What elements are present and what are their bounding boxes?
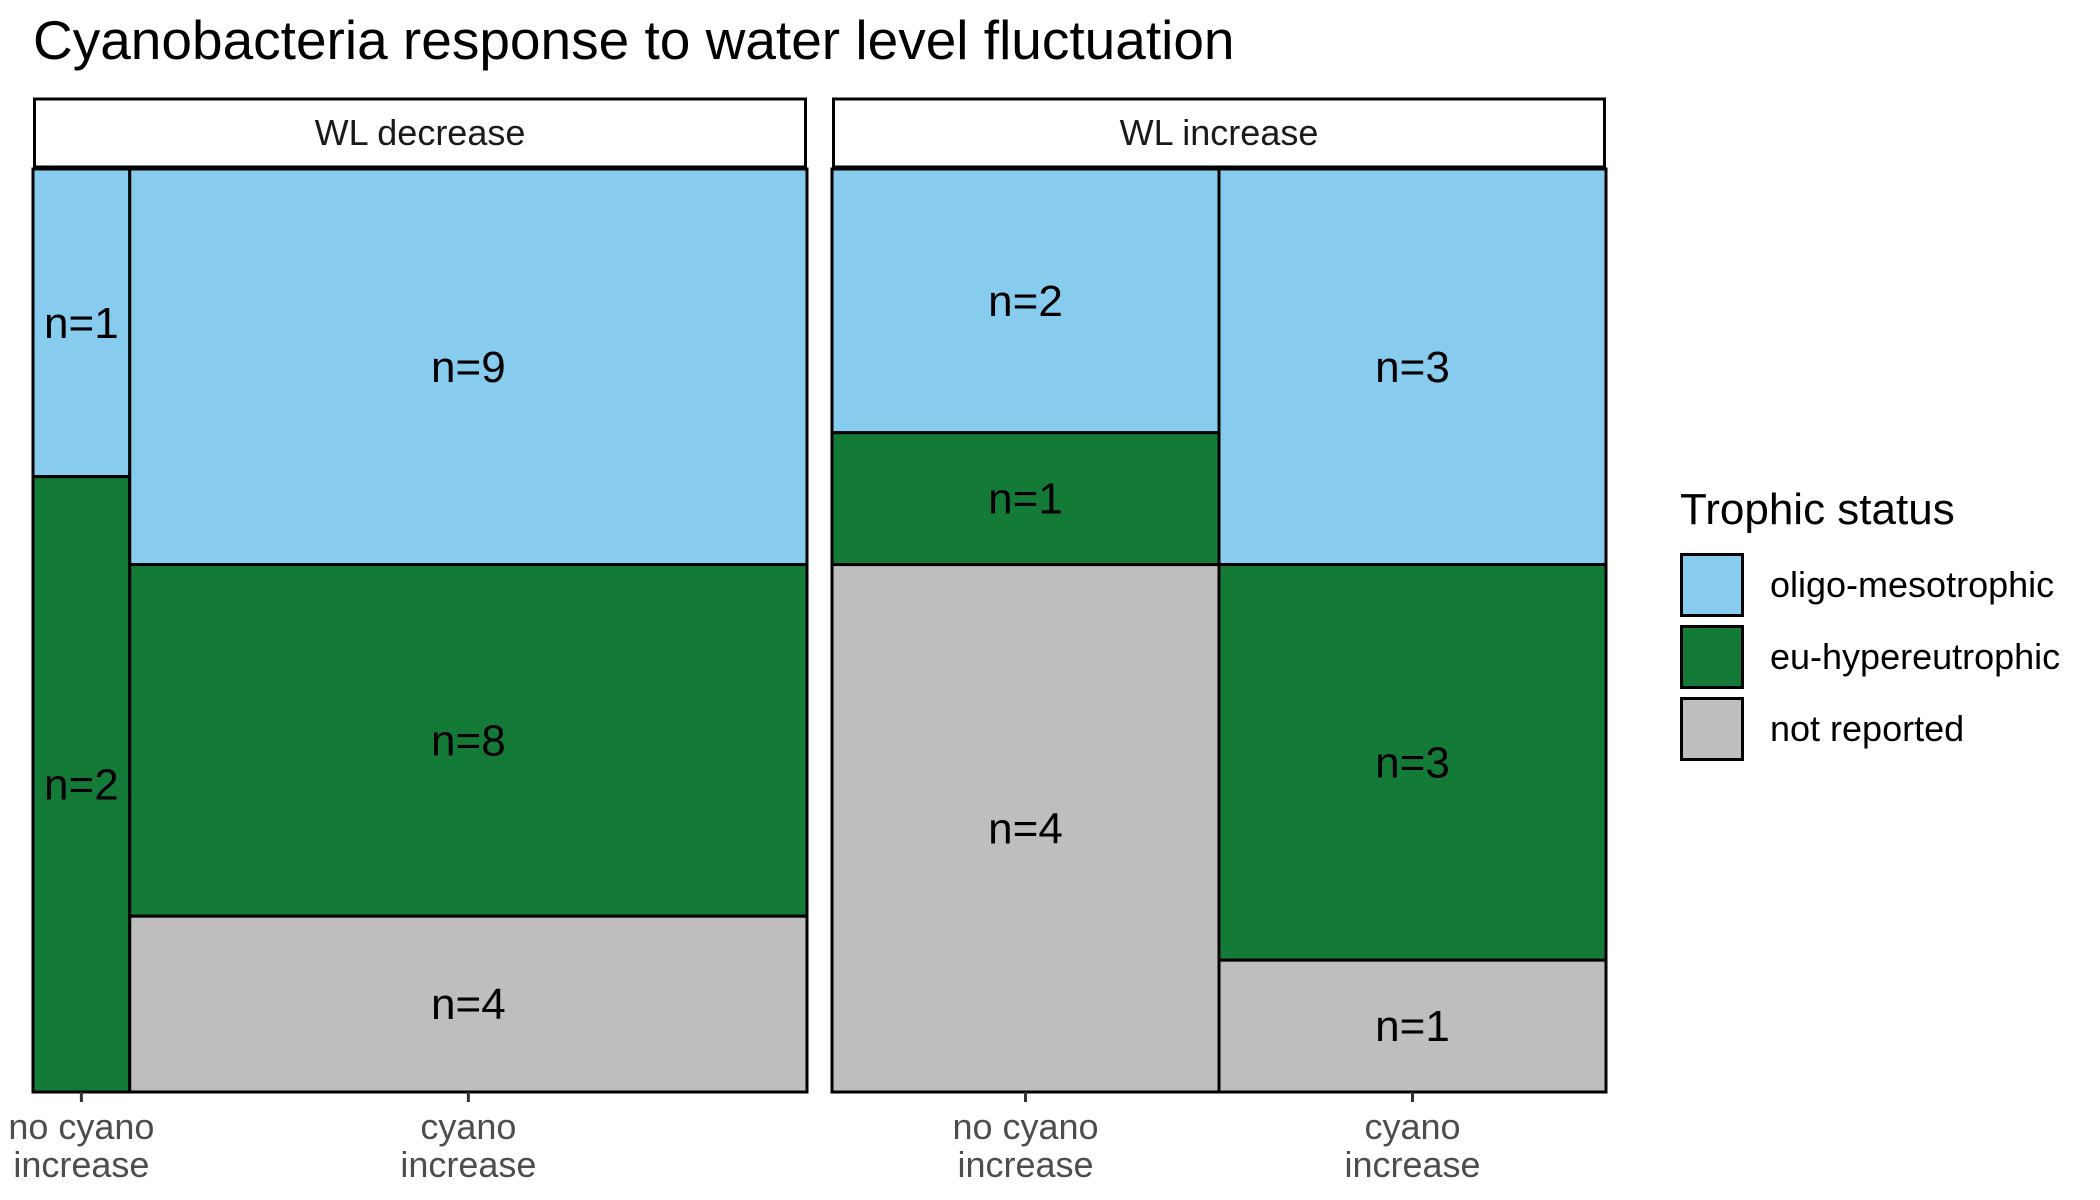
facet-strip-label: WL decrease — [315, 112, 526, 153]
tile-label: n=3 — [1375, 738, 1450, 787]
mosaic-tile — [128, 167, 809, 567]
x-tick-label: cyano — [1364, 1106, 1460, 1147]
legend-item-oligo-mesotrophic: oligo-mesotrophic — [1680, 549, 2060, 621]
legend-item-not-reported: not reported — [1680, 693, 2060, 765]
x-tick-label: increase — [400, 1144, 536, 1185]
legend-item-eu-hypereutrophic: eu-hypereutrophic — [1680, 621, 2060, 693]
legend-title: Trophic status — [1680, 485, 1955, 534]
mosaic-tile — [128, 563, 809, 918]
tile-label: n=1 — [1375, 1002, 1450, 1051]
tile-label: n=3 — [1375, 343, 1450, 392]
x-tick-label: no cyano — [8, 1106, 154, 1147]
tile-label: n=8 — [431, 716, 506, 765]
x-tick-label: no cyano — [952, 1106, 1098, 1147]
mosaic-tile — [830, 431, 1221, 567]
mosaic-tile — [1217, 167, 1608, 567]
legend: Trophic status oligo-mesotrophic eu-hype… — [1680, 485, 2060, 765]
tile-label: n=2 — [44, 760, 119, 809]
x-tick-label: increase — [1344, 1144, 1480, 1185]
facet-strip — [33, 97, 807, 169]
chart-title: Cyanobacteria response to water level fl… — [33, 9, 1235, 71]
tile-label: n=2 — [988, 277, 1063, 326]
mosaic-tile — [1217, 563, 1608, 962]
facet-strip-label: WL increase — [1120, 112, 1319, 153]
legend-key-oligo-mesotrophic — [1680, 553, 1744, 617]
mosaic-tile — [128, 914, 809, 1094]
mosaic-tile — [1217, 958, 1608, 1094]
legend-key-eu-hypereutrophic — [1680, 625, 1744, 689]
tile-label: n=4 — [431, 980, 506, 1029]
mosaic-tile — [31, 475, 132, 1094]
tile-label: n=4 — [988, 804, 1063, 853]
mosaic-tile — [31, 167, 132, 479]
legend-label: oligo-mesotrophic — [1770, 564, 2055, 605]
legend-key-not-reported — [1680, 697, 1744, 761]
legend-label: not reported — [1770, 708, 1965, 749]
x-tick-label: increase — [957, 1144, 1093, 1185]
tile-label: n=1 — [988, 475, 1063, 524]
facet-strip — [832, 97, 1606, 169]
x-tick-label: increase — [13, 1144, 149, 1185]
tile-label: n=9 — [431, 343, 506, 392]
tile-label: n=1 — [44, 299, 119, 348]
mosaic-tile — [830, 563, 1221, 1094]
legend-label: eu-hypereutrophic — [1770, 636, 2061, 677]
x-tick-label: cyano — [420, 1106, 516, 1147]
